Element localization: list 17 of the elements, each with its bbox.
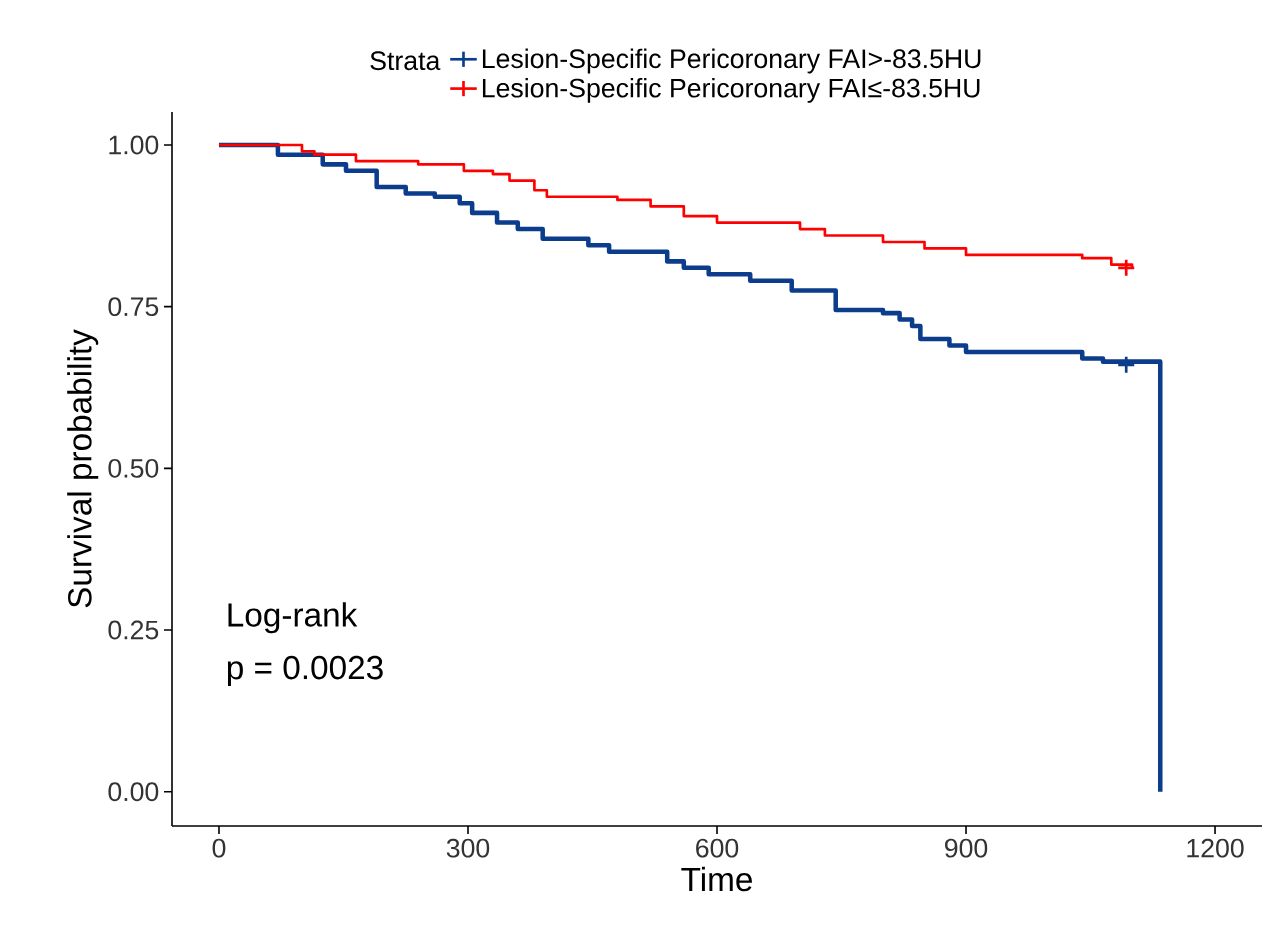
x-tick-label: 300 bbox=[446, 838, 490, 858]
legend-label: Lesion-Specific Pericoronary FAI≤-83.5HU bbox=[482, 77, 980, 103]
y-tick-label: 1.00 bbox=[109, 135, 159, 155]
x-axis-title: Time bbox=[681, 866, 752, 892]
y-tick-label: 0.25 bbox=[108, 620, 159, 640]
y-tick-label: 0.00 bbox=[108, 782, 159, 802]
annotation: p = 0.0023 bbox=[227, 655, 383, 686]
y-axis-title: Survival probability bbox=[67, 329, 99, 608]
annotation: Log-rank bbox=[228, 602, 358, 634]
y-tick-label: 0.50 bbox=[108, 458, 159, 478]
x-tick-label: 0 bbox=[212, 838, 226, 858]
legend-label: Lesion-Specific Pericoronary FAI>-83.5HU bbox=[482, 48, 981, 74]
x-tick-label: 900 bbox=[945, 838, 988, 858]
y-tick-label: 0.75 bbox=[108, 297, 159, 317]
x-tick-label: 1200 bbox=[1187, 838, 1244, 858]
legend-title: Strata bbox=[370, 51, 441, 71]
x-tick-label: 600 bbox=[696, 838, 739, 858]
